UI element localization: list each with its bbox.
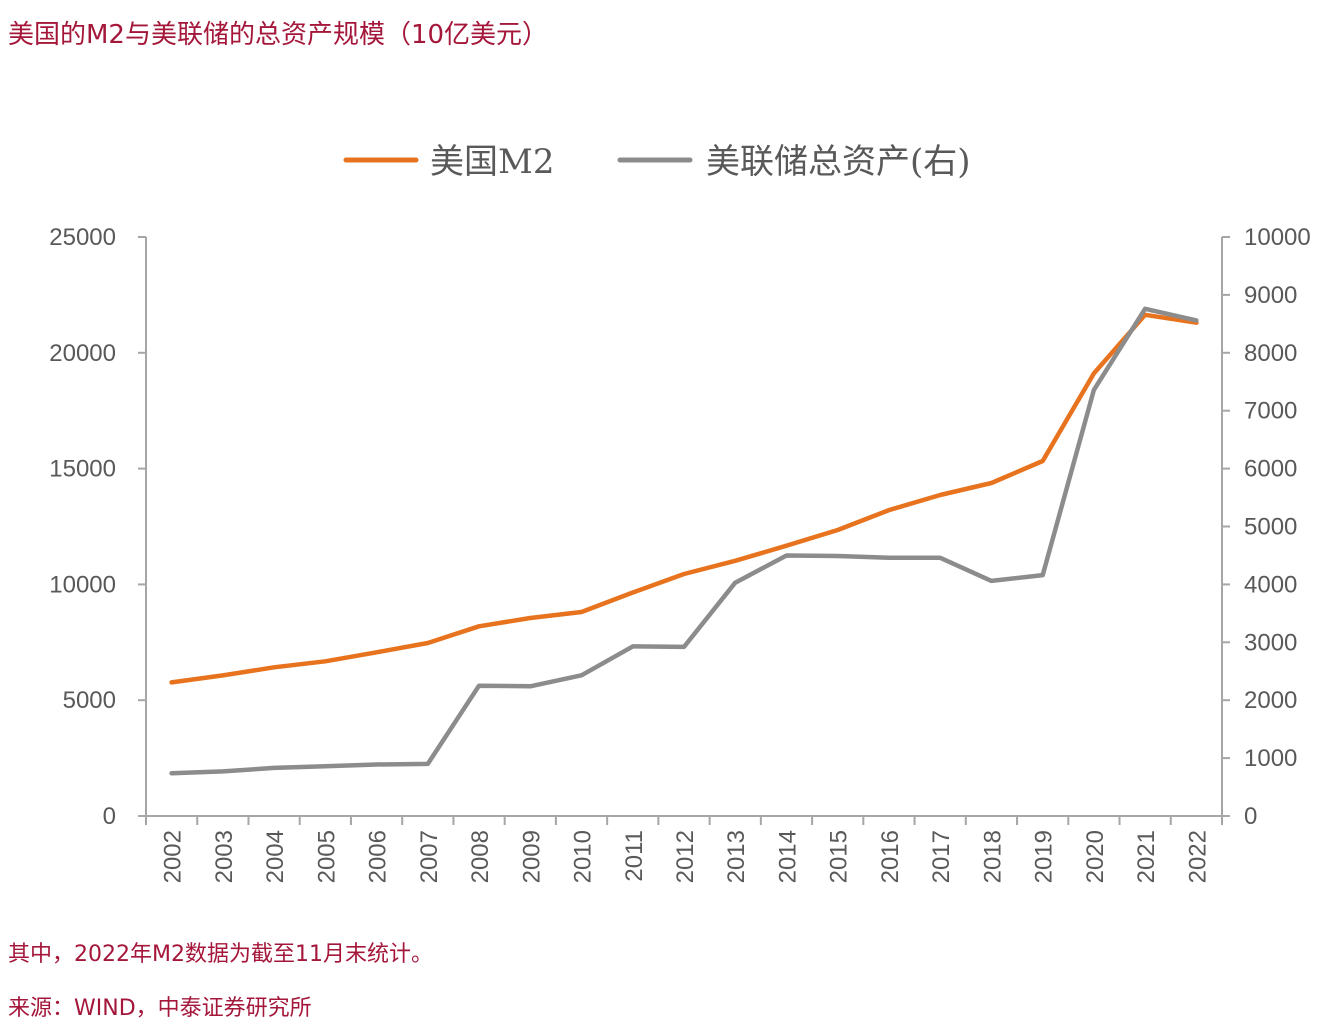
data-point-fed-assets: [784, 553, 788, 557]
data-point-fed-assets: [631, 644, 635, 648]
data-point-m2: [836, 528, 840, 532]
data-point-m2: [1041, 459, 1045, 463]
source-note: 来源：WIND，中泰证券研究所: [8, 996, 312, 1021]
footnote: 其中，2022年M2数据为截至11月末统计。: [8, 942, 433, 967]
data-point-fed-assets: [528, 684, 532, 688]
data-point-m2: [221, 673, 225, 677]
data-point-m2: [528, 616, 532, 620]
x-tick-label: 2020: [1082, 830, 1109, 883]
right-tick-label: 2000: [1244, 687, 1297, 714]
right-tick-label: 10000: [1244, 224, 1311, 251]
data-point-m2: [477, 624, 481, 628]
x-tick-label: 2022: [1184, 830, 1211, 883]
x-tick-label: 2005: [313, 830, 340, 883]
x-tick-label: 2016: [877, 830, 904, 883]
data-point-m2: [426, 641, 430, 645]
data-point-fed-assets: [477, 684, 481, 688]
data-point-m2: [323, 659, 327, 663]
x-tick-label: 2010: [570, 830, 597, 883]
x-tick-label: 2006: [365, 830, 392, 883]
legend-label-fed-assets: 美联储总资产(右): [706, 142, 971, 182]
data-point-fed-assets: [836, 554, 840, 558]
legend-label-m2: 美国M2: [430, 142, 554, 182]
series-line-fed-assets: [169, 306, 1199, 776]
data-point-fed-assets: [1194, 318, 1198, 322]
data-point-fed-assets: [682, 645, 686, 649]
x-tick-label: 2015: [826, 830, 853, 883]
x-tick-label: 2017: [928, 830, 955, 883]
right-tick-label: 9000: [1244, 282, 1297, 309]
x-tick-label: 2011: [621, 830, 648, 882]
data-point-m2: [580, 610, 584, 614]
right-tick-label: 3000: [1244, 629, 1297, 656]
data-point-fed-assets: [323, 764, 327, 768]
x-tick-label: 2018: [979, 830, 1006, 883]
left-tick-label: 20000: [49, 340, 116, 367]
data-point-m2: [682, 572, 686, 576]
x-tick-label: 2013: [723, 830, 750, 883]
data-point-m2: [170, 680, 174, 684]
data-point-m2: [1092, 371, 1096, 375]
data-point-fed-assets: [1143, 307, 1147, 311]
right-tick-label: 5000: [1244, 514, 1297, 541]
data-point-m2: [887, 508, 891, 512]
data-point-fed-assets: [938, 556, 942, 560]
x-tick-label: 2019: [1031, 830, 1058, 883]
data-point-fed-assets: [221, 769, 225, 773]
chart-title: 美国的M2与美联储的总资产规模（10亿美元）: [8, 20, 549, 50]
x-tick-label: 2014: [774, 830, 801, 883]
data-point-m2: [784, 544, 788, 548]
data-point-m2: [733, 559, 737, 563]
data-point-fed-assets: [375, 762, 379, 766]
data-point-m2: [631, 591, 635, 595]
data-point-m2: [938, 493, 942, 497]
series-line-m2: [169, 312, 1199, 685]
left-tick-label: 15000: [49, 456, 116, 483]
x-tick-label: 2003: [211, 830, 238, 883]
data-point-m2: [272, 665, 276, 669]
data-point-fed-assets: [733, 581, 737, 585]
data-point-fed-assets: [272, 766, 276, 770]
x-tick-label: 2007: [416, 830, 443, 883]
data-point-fed-assets: [170, 771, 174, 775]
data-point-fed-assets: [1041, 573, 1045, 577]
x-tick-label: 2009: [518, 830, 545, 883]
x-tick-label: 2002: [160, 830, 187, 883]
right-tick-label: 6000: [1244, 456, 1297, 483]
data-point-m2: [989, 481, 993, 485]
left-tick-label: 10000: [49, 571, 116, 598]
data-point-fed-assets: [989, 579, 993, 583]
data-point-fed-assets: [580, 673, 584, 677]
right-tick-label: 8000: [1244, 340, 1297, 367]
data-point-fed-assets: [426, 762, 430, 766]
left-tick-label: 0: [103, 803, 116, 830]
right-tick-label: 7000: [1244, 398, 1297, 425]
data-point-m2: [375, 650, 379, 654]
right-tick-label: 1000: [1244, 745, 1297, 772]
x-tick-label: 2008: [467, 830, 494, 883]
data-point-fed-assets: [887, 556, 891, 560]
x-tick-label: 2004: [262, 830, 289, 883]
left-tick-label: 5000: [63, 687, 116, 714]
data-point-fed-assets: [1092, 388, 1096, 392]
x-tick-label: 2012: [672, 830, 699, 883]
right-tick-label: 0: [1244, 803, 1257, 830]
right-tick-label: 4000: [1244, 571, 1297, 598]
left-tick-label: 25000: [49, 224, 116, 251]
x-tick-label: 2021: [1133, 830, 1160, 883]
